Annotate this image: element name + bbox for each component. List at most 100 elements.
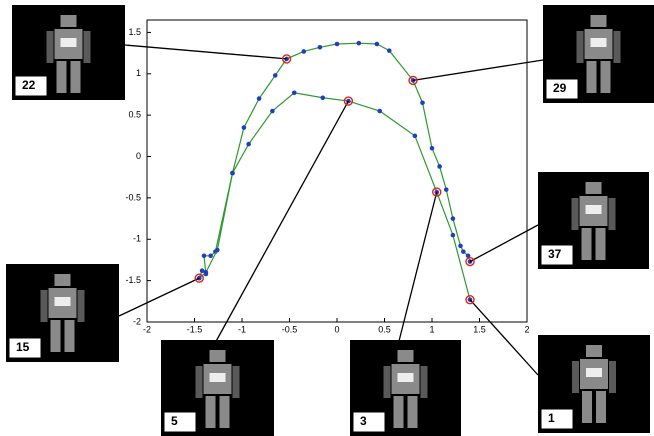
x-tick-label: 0 — [334, 324, 339, 334]
robot-head — [60, 15, 77, 27]
data-point — [377, 108, 383, 114]
label-box — [8, 337, 42, 359]
callout-label: 5 — [171, 414, 178, 428]
data-point — [461, 249, 466, 254]
y-tick-label: -1 — [133, 234, 141, 244]
y-tick-label: 0 — [136, 151, 141, 161]
data-point — [317, 45, 323, 50]
robot-leg — [56, 61, 67, 93]
label-box — [163, 411, 197, 433]
data-point — [284, 56, 289, 62]
data-point — [429, 145, 435, 151]
y-tick-label: -2 — [133, 316, 141, 326]
label-box — [540, 408, 574, 430]
data-point — [301, 49, 307, 54]
label-box — [14, 75, 48, 97]
callout: 1 — [538, 335, 650, 433]
callout-label: 37 — [548, 247, 562, 261]
robot-head — [586, 345, 602, 357]
robot-leg — [581, 228, 592, 260]
x-tick-label: 1 — [429, 324, 434, 334]
robot-leg — [595, 228, 606, 260]
robot-head — [54, 274, 71, 286]
data-point — [437, 164, 442, 169]
robot-leg — [407, 396, 418, 428]
leader-line — [412, 59, 544, 82]
robot-arm — [420, 366, 428, 398]
callout-label: 29 — [553, 81, 567, 95]
data-point — [450, 232, 456, 238]
data-point — [272, 73, 278, 78]
plot-frame — [146, 19, 528, 323]
x-tick-label: 0.5 — [378, 324, 391, 334]
robot-head — [397, 350, 414, 362]
data-point — [199, 268, 205, 274]
robot-arm — [613, 31, 621, 63]
highlight-ring — [465, 256, 475, 267]
robot-chest — [54, 297, 71, 306]
robot-arm — [608, 198, 616, 230]
callout: 22 — [12, 5, 125, 100]
y-tick-label: 1 — [136, 68, 141, 78]
robot-arm — [46, 31, 54, 63]
robot-arm — [576, 31, 584, 63]
x-tick-label: -1 — [238, 324, 246, 334]
highlight-ring — [281, 54, 292, 64]
label-box — [352, 411, 386, 433]
robot-chest — [209, 373, 226, 382]
leader-line — [469, 299, 539, 376]
data-point — [320, 95, 326, 101]
x-tick-label: 1.5 — [473, 324, 486, 334]
robot-leg — [70, 61, 81, 93]
robot-arm — [77, 290, 85, 322]
callout: 29 — [543, 5, 654, 103]
data-point — [230, 170, 235, 176]
data-point — [467, 259, 473, 264]
robot-leg — [205, 396, 216, 428]
data-point — [203, 270, 209, 275]
robot-chest — [60, 38, 77, 47]
label-box — [545, 78, 579, 100]
robot-leg — [50, 320, 61, 352]
y-tick-label: -1.5 — [125, 275, 141, 285]
y-tick-label: -0.5 — [125, 192, 141, 202]
data-point — [465, 253, 471, 259]
robot-arm — [383, 366, 391, 398]
highlight-ring — [432, 187, 442, 197]
robot-leg — [596, 391, 606, 423]
callout: 5 — [161, 340, 274, 436]
y-tick-label: 1.5 — [128, 27, 141, 37]
robot-leg — [64, 320, 75, 352]
robot-head — [585, 182, 602, 194]
highlight-ring — [465, 294, 475, 305]
x-tick-label: -1.5 — [187, 324, 203, 334]
leader-line — [118, 277, 200, 317]
robot-arm — [571, 198, 579, 230]
callout: 3 — [350, 340, 461, 436]
data-point — [201, 253, 207, 259]
data-point — [458, 243, 463, 249]
callout-label: 1 — [548, 411, 555, 425]
data-point — [443, 187, 449, 192]
highlight-ring — [408, 75, 418, 86]
robot-leg — [393, 396, 404, 428]
x-tick-label: -2 — [143, 324, 151, 334]
data-point — [374, 41, 380, 47]
robot-leg — [219, 396, 230, 428]
robot-head — [590, 15, 607, 27]
robot-arm — [232, 366, 240, 398]
highlight-ring — [194, 273, 204, 283]
data-point — [246, 141, 251, 147]
robot-head — [209, 350, 226, 362]
robot-arm — [609, 361, 616, 393]
callout: 15 — [6, 264, 119, 362]
robot-leg — [600, 61, 611, 93]
data-point — [241, 125, 247, 130]
data-point — [386, 48, 392, 53]
x-tick-label: 2 — [524, 324, 529, 334]
leader-line — [469, 224, 539, 263]
data-point — [450, 216, 456, 221]
callout-label: 22 — [22, 78, 36, 92]
x-tick-label: -0.5 — [282, 324, 298, 334]
